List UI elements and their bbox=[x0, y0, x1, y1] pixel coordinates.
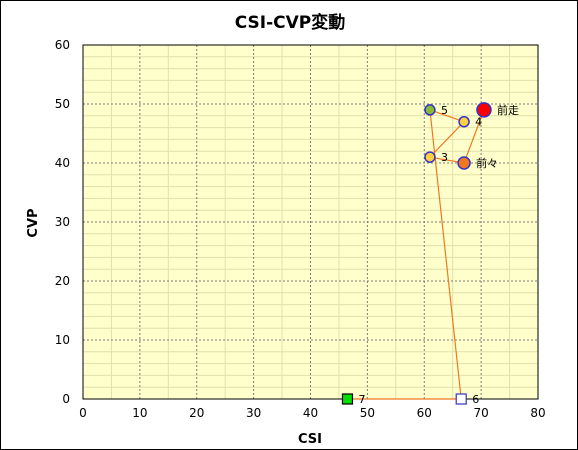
y-tick-label: 50 bbox=[55, 97, 70, 111]
data-point-marker bbox=[476, 102, 492, 118]
x-tick-label: 20 bbox=[189, 406, 204, 420]
data-point-marker bbox=[341, 393, 354, 405]
x-tick-label: 50 bbox=[360, 406, 375, 420]
data-point-marker bbox=[458, 115, 470, 128]
y-tick-label: 40 bbox=[55, 156, 70, 170]
data-point-label: 7 bbox=[358, 393, 365, 406]
data-point-marker bbox=[424, 104, 436, 116]
data-point-label: 5 bbox=[441, 104, 448, 117]
data-point-label: 6 bbox=[472, 393, 479, 406]
data-point-marker bbox=[424, 151, 436, 163]
y-tick-label: 30 bbox=[55, 215, 70, 229]
x-tick-label: 10 bbox=[132, 406, 147, 420]
x-tick-label: 0 bbox=[79, 406, 87, 420]
data-point-marker bbox=[455, 393, 467, 405]
x-tick-label: 80 bbox=[530, 406, 545, 420]
plot-border bbox=[82, 44, 539, 400]
y-tick-label: 0 bbox=[62, 392, 70, 406]
x-tick-label: 70 bbox=[473, 406, 488, 420]
y-axis-title: CVP bbox=[26, 208, 41, 237]
x-axis-title: CSI bbox=[298, 432, 322, 447]
x-tick-label: 40 bbox=[303, 406, 318, 420]
data-point-label: 前々 bbox=[476, 156, 498, 170]
y-tick-label: 60 bbox=[55, 38, 70, 52]
chart-title: CSI-CVP変動 bbox=[235, 12, 346, 33]
x-tick-label: 30 bbox=[246, 406, 261, 420]
data-point-marker bbox=[457, 156, 471, 170]
data-point-label: 前走 bbox=[497, 103, 519, 117]
data-point-label: 4 bbox=[475, 116, 482, 129]
y-tick-label: 20 bbox=[55, 274, 70, 288]
y-tick-label: 10 bbox=[55, 333, 70, 347]
data-point-label: 3 bbox=[441, 151, 448, 164]
x-tick-label: 60 bbox=[417, 406, 432, 420]
